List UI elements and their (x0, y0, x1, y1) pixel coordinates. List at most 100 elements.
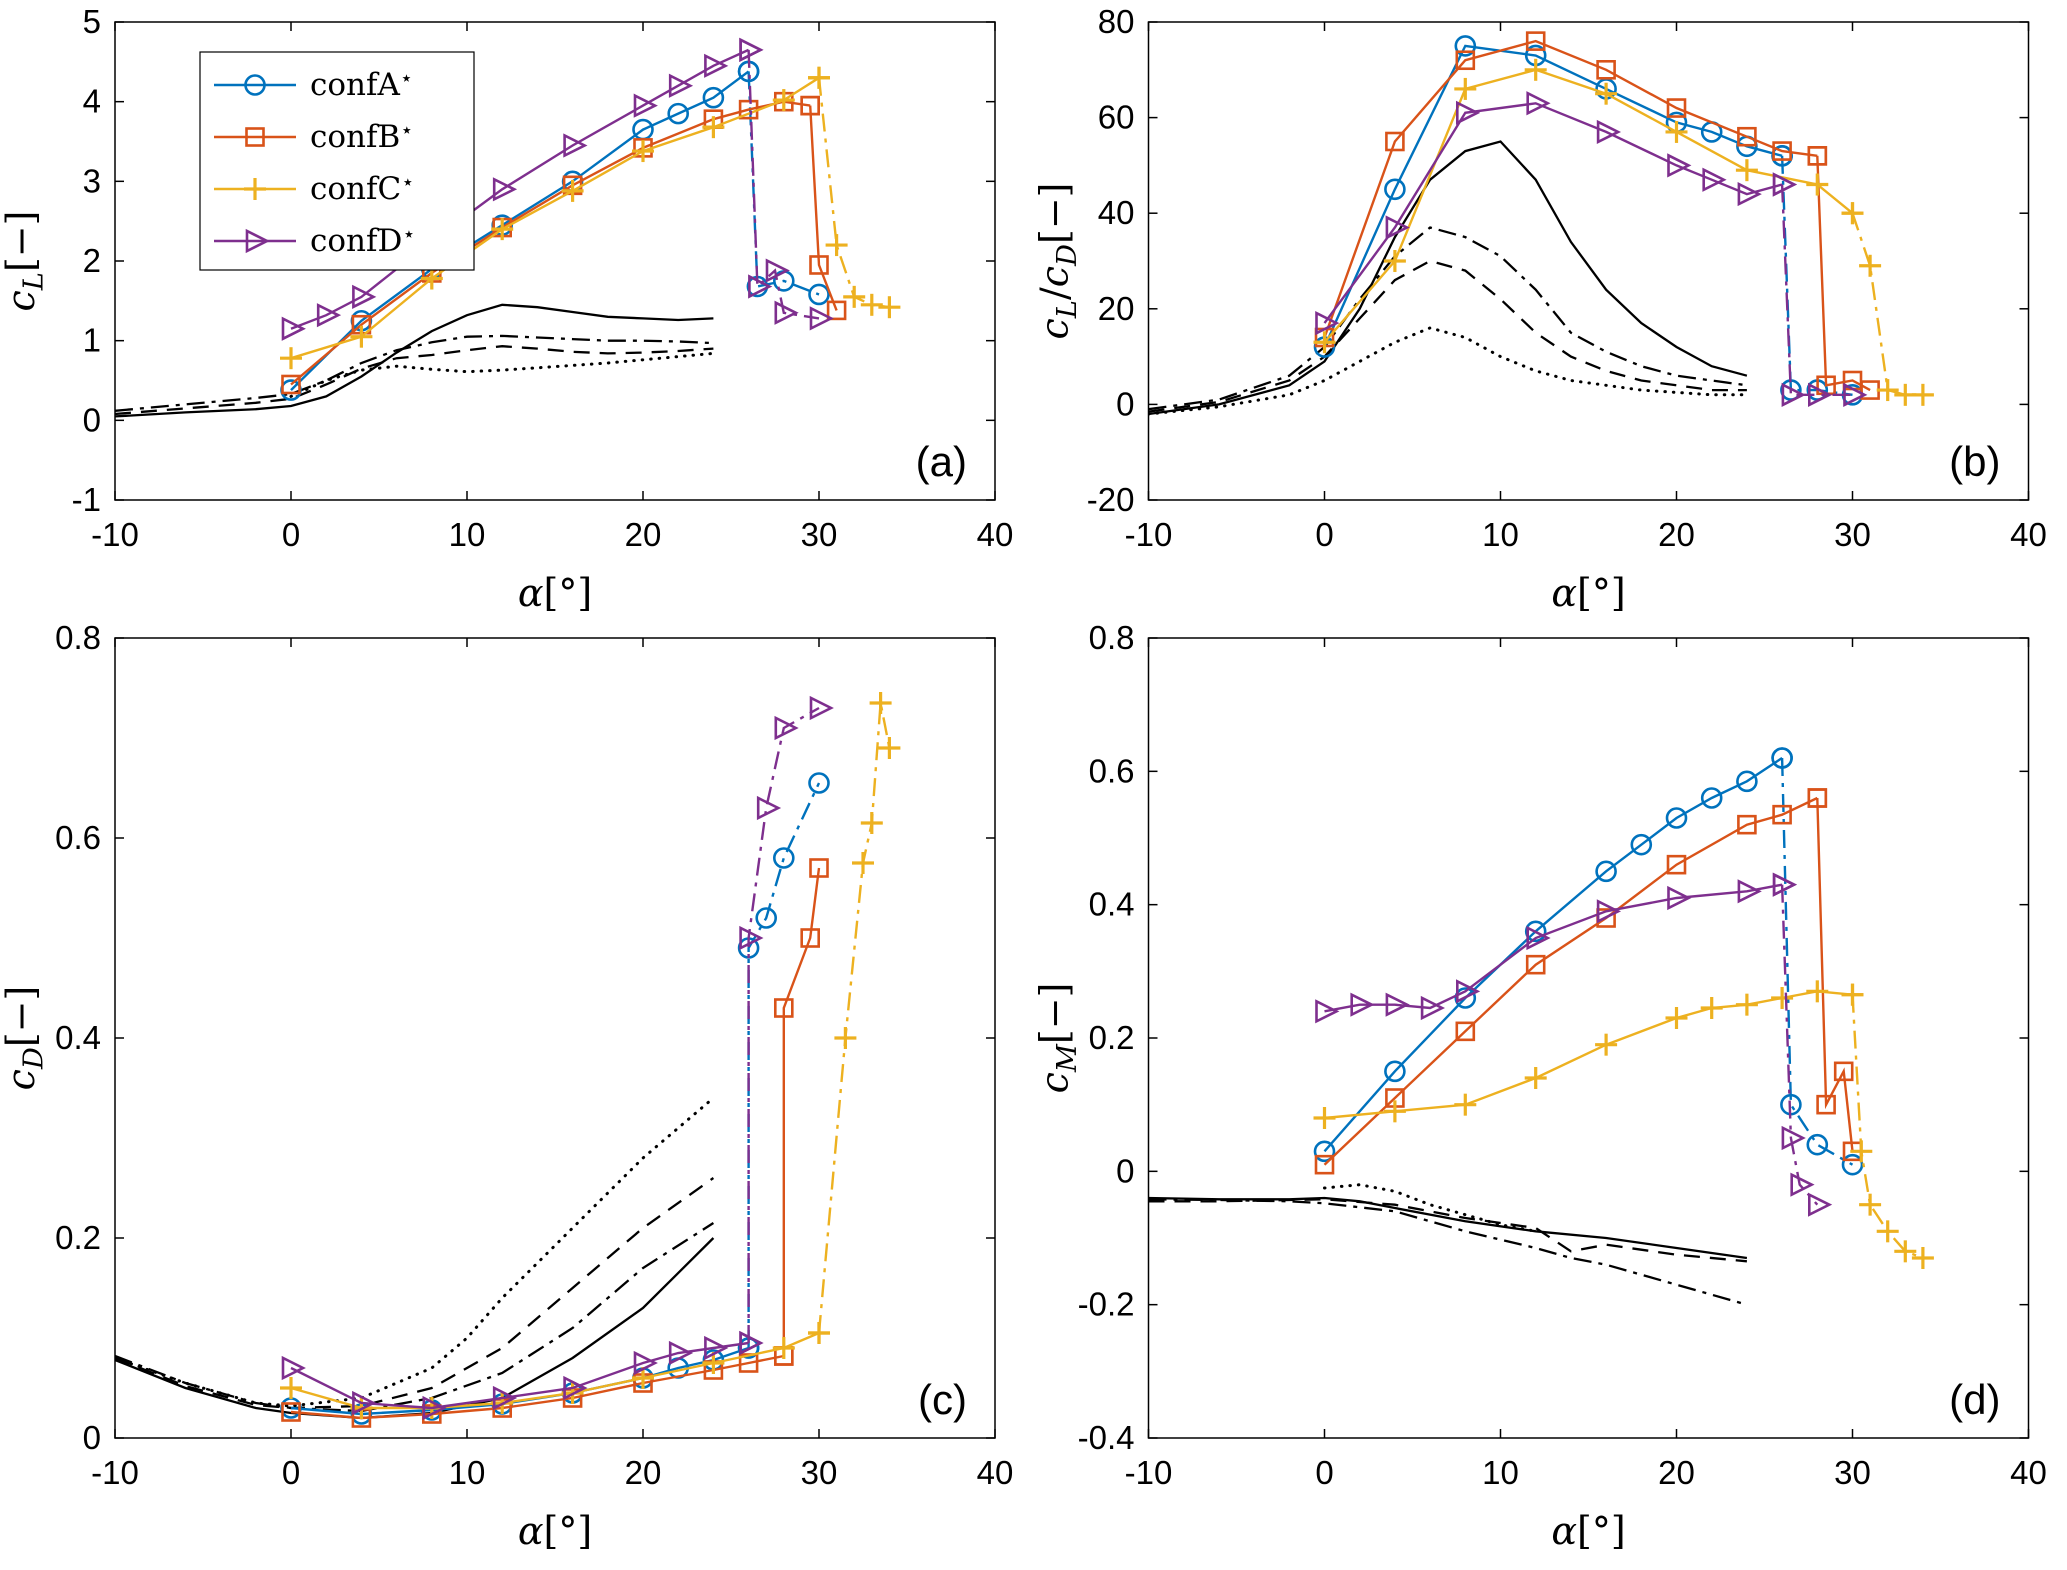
x-tick-label: 0 (1315, 516, 1333, 553)
legend: confA⋆ confB⋆ confC⋆ confD⋆ (199, 51, 475, 271)
x-axis: -10 0 10 20 30 40 (1125, 638, 2047, 1491)
series-confC-down (808, 66, 901, 319)
y-tick-label: 0 (83, 1419, 101, 1456)
y-axis: -20 0 20 40 60 80 (1087, 3, 2029, 518)
series-confB-down (1807, 788, 1863, 1162)
x-tick-label: 30 (801, 516, 838, 553)
y-tick-label: 0.2 (55, 1219, 101, 1256)
series-ref-solid (1148, 1196, 1748, 1260)
series-ref-dashdot (115, 334, 714, 412)
y-tick-label: 5 (83, 3, 101, 40)
y-axis: -0.4 -0.2 0 0.2 0.4 0.6 0.8 (1078, 620, 2029, 1456)
series-ref-dotted (289, 351, 715, 398)
svg-text:α[°]: α[°] (518, 571, 592, 615)
axes-box (1147, 21, 2030, 501)
x-axis: -10 0 10 20 30 40 (91, 22, 1013, 553)
svg-text:cL/cD[−]: cL/cD[−] (1033, 182, 1083, 339)
x-tick-label: 10 (1482, 516, 1519, 553)
series-confA-up (1313, 35, 1793, 358)
x-tick-label: 40 (977, 516, 1014, 553)
svg-text:α[°]: α[°] (1551, 571, 1625, 615)
x-tick-label: -10 (1125, 1454, 1173, 1491)
y-tick-label: 40 (1098, 194, 1135, 231)
x-tick-label: 30 (1834, 1454, 1871, 1491)
x-tick-label: 30 (1834, 516, 1871, 553)
axis-labels: α[°] cM[−] (1033, 983, 1626, 1553)
x-tick-label: 40 (977, 1454, 1014, 1491)
y-tick-label: 0.8 (1089, 620, 1135, 656)
legend-entry-confB: confB⋆ (214, 118, 413, 155)
y-tick-label: 20 (1098, 290, 1135, 327)
series-confA-up (1313, 747, 1793, 1163)
x-axis: -10 0 10 20 30 40 (1125, 22, 2047, 553)
panel-d: -10 0 10 20 30 40 -0.4 -0.2 0 0.2 0.4 0.6 0.8 α[°] cM[… (1033, 620, 2067, 1570)
x-tick-label: 10 (449, 516, 486, 553)
panel-c: -10 0 10 20 30 40 0 0.2 0.4 0.6 0.8 α[°] cD[−] (c) (0, 620, 1033, 1570)
series-ref-dotted (1148, 326, 1749, 416)
axis-labels: α[°] cL[−] (0, 211, 592, 615)
series-confB-down (800, 95, 847, 321)
y-tick-label: 4 (83, 83, 101, 120)
y-tick-label: 2 (83, 242, 101, 279)
y-axis: -1 0 1 2 3 4 5 (72, 3, 995, 518)
series-confA-down (1771, 747, 1864, 1176)
chart-cl-over-cd: -10 0 10 20 30 40 -20 0 20 40 60 80 α[°] cL/cD[−] (b) (1033, 3, 2047, 615)
series-confC-up (1313, 58, 1864, 354)
x-tick-label: 0 (282, 1454, 300, 1491)
panel-b: -10 0 10 20 30 40 -20 0 20 40 60 80 α[°] cL/cD[−] (b) (1033, 0, 2067, 620)
series-ref-dotted (1323, 1183, 1538, 1233)
svg-text:cM[−]: cM[−] (1033, 983, 1083, 1094)
series-ref-solid (115, 303, 714, 418)
series-ref-dotted (115, 1096, 715, 1408)
series-ref-solid (115, 1237, 715, 1420)
series-ref-dashdot (1148, 226, 1748, 411)
series-confB-up (1314, 788, 1828, 1175)
x-tick-label: 40 (2010, 516, 2047, 553)
series-ref-dashed (115, 345, 714, 416)
y-tick-label: -1 (72, 481, 101, 518)
x-tick-label: -10 (91, 1454, 139, 1491)
panel-label: (a) (916, 438, 967, 485)
axes-box (114, 637, 996, 1439)
axis-labels: α[°] cL/cD[−] (1033, 182, 1626, 615)
chart-cm: -10 0 10 20 30 40 -0.4 -0.2 0 0.2 0.4 0.6 0.8 α[°] cM[… (1033, 620, 2047, 1553)
y-tick-label: 0.4 (55, 1019, 101, 1056)
panel-label: (d) (1949, 1376, 2000, 1423)
panel-a: -10 0 10 20 30 40 -1 0 1 2 3 4 5 α[°] cL[−] (a) confA⋆ co… (0, 0, 1033, 620)
x-tick-label: 0 (1315, 1454, 1333, 1491)
chart-cl: -10 0 10 20 30 40-1012345α[°]cL[−](a)confA⋆co… (0, 3, 1013, 615)
axes-box (1147, 637, 2030, 1439)
series-confD-down (739, 695, 834, 1356)
y-tick-label: 3 (83, 162, 101, 199)
series-confD-down (739, 37, 834, 331)
series-confC-down (808, 692, 901, 1344)
series-confD-down (1772, 872, 1833, 1217)
series-ref-solid (1148, 140, 1748, 416)
legend-label: confD⋆ (310, 222, 415, 259)
series-confB-down (773, 858, 829, 1366)
panel-label: (b) (1949, 438, 2000, 485)
axis-labels: α[°] cD[−] (0, 986, 592, 1553)
series-ref-dashed (1148, 259, 1747, 413)
x-tick-label: 10 (449, 1454, 486, 1491)
y-axis: 0 0.2 0.4 0.6 0.8 (55, 620, 995, 1456)
legend-label: confA⋆ (310, 66, 413, 103)
y-tick-label: 0 (1116, 385, 1134, 422)
series-confC-down (1841, 202, 1934, 406)
y-tick-label: 0.4 (1089, 886, 1135, 923)
y-tick-label: 0 (83, 401, 101, 438)
y-tick-label: -20 (1087, 481, 1135, 518)
y-tick-label: 0.6 (55, 819, 101, 856)
y-tick-label: 80 (1098, 3, 1135, 40)
legend-label: confC⋆ (310, 170, 414, 207)
y-tick-label: 60 (1098, 99, 1135, 136)
x-tick-label: 40 (2010, 1454, 2047, 1491)
x-axis: -10 0 10 20 30 40 (91, 638, 1013, 1491)
x-tick-label: -10 (91, 516, 139, 553)
series-ref-dashed (115, 1177, 715, 1410)
x-tick-label: 10 (1482, 1454, 1519, 1491)
y-tick-label: 0.8 (55, 620, 101, 656)
x-tick-label: -10 (1125, 516, 1173, 553)
legend-entry-confD: confD⋆ (214, 222, 415, 259)
